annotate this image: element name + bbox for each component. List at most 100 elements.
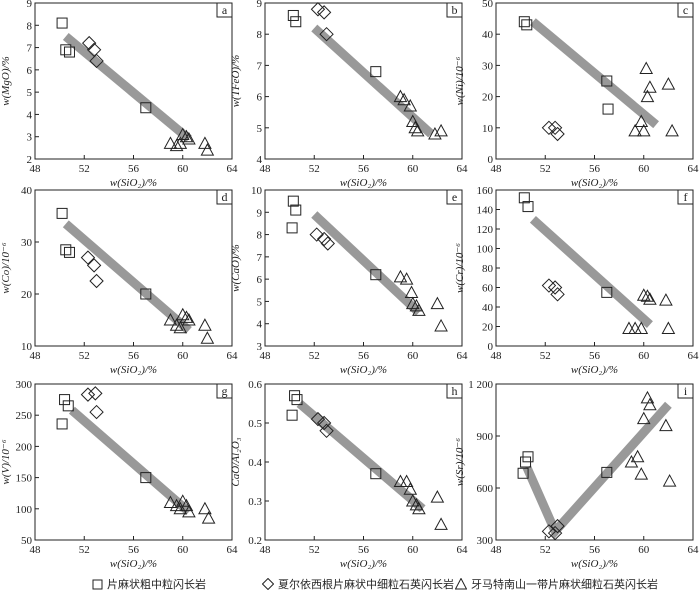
data-point-square xyxy=(286,409,298,421)
data-point-diamond xyxy=(550,518,565,534)
y-tick-label: 9 xyxy=(257,207,263,219)
data-point-diamond xyxy=(541,120,557,136)
data-point-triangle xyxy=(643,80,657,93)
y-tick-label: 4 xyxy=(27,109,33,121)
data-point-triangle xyxy=(403,98,418,112)
y-tick-label: 600 xyxy=(477,483,494,495)
legend-item-triangle: 牙马特南山一带片麻状细粒石英闪长岩 xyxy=(455,573,658,595)
data-point-triangle xyxy=(640,89,655,103)
x-axis-label: w(SiO₂)/% xyxy=(340,364,387,376)
trend-line xyxy=(62,220,192,334)
data-point-square xyxy=(601,466,613,478)
legend: 片麻状粗中粒闪长岩 夏尔依西根片麻状中细粒石英闪长岩 牙马特南山一带片麻状细粒石… xyxy=(0,573,700,595)
panel-label-box xyxy=(216,2,233,18)
plot-frame xyxy=(34,2,233,160)
y-tick-label: 0.3 xyxy=(248,496,262,508)
legend-label: 片麻状粗中粒闪长岩 xyxy=(107,578,206,591)
data-point-triangle xyxy=(163,136,178,149)
panel-c: 48 52 56 60 64 0 10 20 30 40 50 w(SiO₂)/% w(Ni)/10⁻⁶… xyxy=(454,0,699,189)
y-axis-label: w(Co)/10⁻⁶ xyxy=(0,242,12,293)
y-tick-label: 250 xyxy=(16,410,33,422)
panel-label: h xyxy=(452,384,458,398)
x-tick-label: 56 xyxy=(589,350,601,362)
data-point-diamond xyxy=(316,5,332,20)
data-point-triangle xyxy=(434,517,448,530)
y-tick-label: 40 xyxy=(21,185,33,197)
y-tick-label: 0.6 xyxy=(248,379,262,391)
data-point-diamond xyxy=(81,35,97,51)
data-point-square xyxy=(291,394,303,406)
data-point-square xyxy=(60,244,72,256)
y-tick-label: 0.5 xyxy=(248,418,262,430)
x-tick-label: 64 xyxy=(227,544,239,556)
data-point-triangle xyxy=(634,321,649,334)
panel-label: a xyxy=(222,3,228,17)
panel-label: e xyxy=(452,190,457,204)
y-tick-label: 4 xyxy=(257,319,263,331)
data-point-triangle xyxy=(628,321,642,334)
data-point-triangle xyxy=(169,498,184,512)
x-tick-label: 60 xyxy=(177,544,189,556)
y-tick-label: 6 xyxy=(27,65,33,77)
square-marker-icon xyxy=(92,579,103,589)
x-tick-label: 60 xyxy=(407,163,419,175)
data-point-square xyxy=(602,103,614,115)
x-tick-label: 60 xyxy=(177,350,189,362)
data-point-square xyxy=(60,44,72,56)
data-point-square xyxy=(370,269,382,281)
data-point-triangle xyxy=(175,307,190,321)
data-point-square xyxy=(56,207,68,219)
data-point-square xyxy=(370,66,382,78)
data-point-triangle xyxy=(399,474,414,487)
x-tick-label: 60 xyxy=(638,163,650,175)
y-tick-label: 100 xyxy=(477,244,494,256)
data-point-square xyxy=(286,222,298,234)
legend-label: 牙马特南山一带片麻状细粒石英闪长岩 xyxy=(471,578,658,591)
y-tick-label: 7 xyxy=(257,60,263,72)
y-tick-label: 0 xyxy=(488,154,494,166)
data-point-triangle xyxy=(179,129,194,143)
trend-line xyxy=(530,18,659,129)
x-tick-label: 56 xyxy=(128,350,140,362)
y-tick-label: 200 xyxy=(16,441,33,453)
x-tick-label: 52 xyxy=(79,544,90,556)
y-tick-label: 100 xyxy=(16,504,33,516)
data-point-square xyxy=(522,451,534,463)
data-point-triangle xyxy=(636,288,651,301)
data-point-square xyxy=(290,16,302,28)
y-tick-label: 20 xyxy=(21,289,33,301)
x-tick-label: 60 xyxy=(407,350,419,362)
x-axis-label: w(SiO₂)/% xyxy=(340,177,387,189)
y-tick-label: 7 xyxy=(27,43,33,55)
data-point-square xyxy=(287,195,299,207)
y-tick-label: 50 xyxy=(482,0,494,10)
y-tick-label: 5 xyxy=(257,296,263,308)
x-axis-label: w(SiO₂)/% xyxy=(571,558,618,570)
trend-line xyxy=(296,400,426,513)
data-point-triangle xyxy=(434,318,448,332)
panel-f: 48 52 56 60 64 0 20 40 60 80 100 120 140 160 w(SiO₂)/%… xyxy=(454,185,699,376)
y-tick-label: 3 xyxy=(257,341,263,353)
data-point-triangle xyxy=(173,501,188,515)
y-axis-label: w(V)/10⁻⁶ xyxy=(0,439,12,484)
y-tick-label: 10 xyxy=(251,185,263,197)
y-tick-label: 10 xyxy=(21,341,33,353)
x-tick-label: 52 xyxy=(79,350,90,362)
data-point-triangle xyxy=(412,501,426,515)
data-point-triangle xyxy=(175,127,190,140)
legend-item-diamond: 夏尔依西根片麻状中细粒石英闪长岩 xyxy=(262,573,454,595)
x-tick-label: 48 xyxy=(491,544,503,556)
data-point-square xyxy=(140,102,152,114)
y-axis-label: CaO/Al₂O₃ xyxy=(230,437,242,486)
x-axis-label: w(SiO₂)/% xyxy=(110,558,157,570)
y-axis-label: w(MgO)/% xyxy=(0,56,12,106)
y-axis-label: w(Ni)/10⁻⁶ xyxy=(454,56,466,105)
y-tick-label: 140 xyxy=(477,205,494,217)
data-point-square xyxy=(140,288,152,300)
x-tick-label: 60 xyxy=(177,163,189,175)
x-axis-label: w(SiO₂)/% xyxy=(571,177,618,189)
plot-frame xyxy=(495,189,694,347)
trend-line xyxy=(311,24,435,138)
panel-label-box xyxy=(446,383,463,399)
